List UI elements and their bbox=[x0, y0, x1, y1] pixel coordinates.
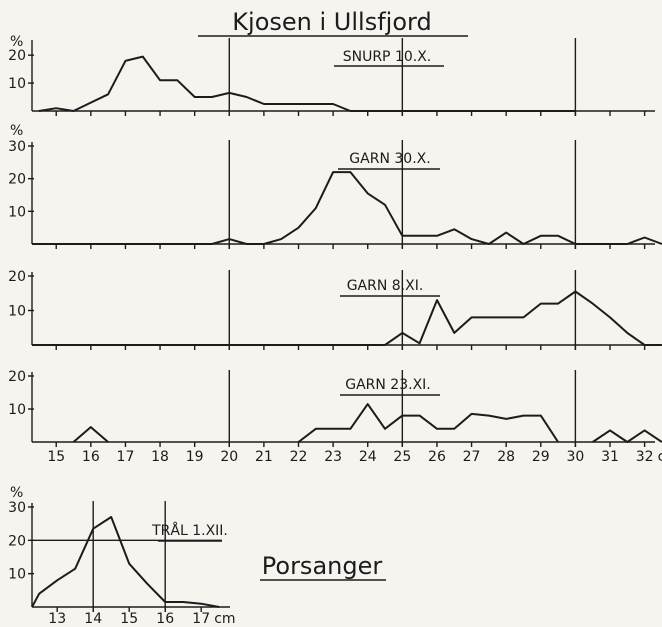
x-unit-label: cm bbox=[658, 449, 662, 465]
y-tick-label: 10 bbox=[8, 304, 26, 320]
y-tick-label: 10 bbox=[8, 402, 26, 418]
x-tick-label: 23 bbox=[324, 449, 342, 465]
y-unit-label: % bbox=[10, 34, 23, 50]
x-tick-label: 25 bbox=[393, 449, 411, 465]
x-tick-label: 15 bbox=[47, 449, 65, 465]
x-tick-label: 16 bbox=[82, 449, 100, 465]
y-tick-label: 30 bbox=[8, 139, 26, 155]
series-line-garn-23xi-1 bbox=[72, 426, 109, 443]
panel-label: SNURP 10.X. bbox=[343, 49, 432, 65]
x-tick-label: 28 bbox=[497, 449, 515, 465]
panel-label: GARN 30.X. bbox=[349, 151, 430, 167]
series-line-garn-8xi bbox=[32, 290, 662, 346]
y-tick-label: 20 bbox=[8, 533, 26, 549]
y-unit-label: % bbox=[10, 485, 23, 501]
x-tick-label: 17 bbox=[192, 611, 210, 627]
series-line-garn-23xi-2 bbox=[297, 403, 559, 443]
x-tick-label: 30 bbox=[566, 449, 584, 465]
y-tick-label: 10 bbox=[8, 76, 26, 92]
x-tick-label: 24 bbox=[359, 449, 377, 465]
x-tick-label: 14 bbox=[84, 611, 102, 627]
chart-garn-8xi: 10 20 GARN 8.XI. bbox=[8, 269, 662, 350]
x-tick-label: 16 bbox=[156, 611, 174, 627]
x-tick-label: 27 bbox=[463, 449, 481, 465]
x-tick-label: 20 bbox=[220, 449, 238, 465]
x-tick-label: 29 bbox=[532, 449, 550, 465]
series-line-garn-30x bbox=[32, 171, 662, 245]
y-tick-label: 20 bbox=[8, 369, 26, 385]
x-tick-label: 17 bbox=[117, 449, 135, 465]
chart-garn-23xi: 10 20 GARN 23.XI. 15 16 17 18 19 20 21 22 23 24 25 26 2… bbox=[8, 369, 662, 465]
x-tick-label: 18 bbox=[151, 449, 169, 465]
series-line-tral bbox=[31, 516, 220, 608]
y-tick-label: 20 bbox=[8, 48, 26, 64]
main-title: Kjosen i Ullsfjord bbox=[232, 8, 431, 36]
chart-snurp: 10 20% SNURP 10.X. bbox=[8, 34, 655, 116]
y-tick-label: 20 bbox=[8, 269, 26, 285]
panel-label: GARN 23.XI. bbox=[345, 377, 431, 393]
x-tick-label: 13 bbox=[48, 611, 66, 627]
chart-tral: 10 20 30% TRÅL 1.XII. 13 14 15 16 17 cm bbox=[8, 485, 235, 627]
y-tick-label: 30 bbox=[8, 500, 26, 516]
x-tick-label: 26 bbox=[428, 449, 446, 465]
chart-garn-30x: 10 20 30% GARN 30.X. bbox=[8, 123, 662, 249]
x-tick-label: 15 bbox=[120, 611, 138, 627]
x-tick-label: 32 bbox=[636, 449, 654, 465]
y-tick-label: 20 bbox=[8, 172, 26, 188]
y-tick-label: 10 bbox=[8, 204, 26, 220]
panel-label: GARN 8.XI. bbox=[347, 278, 424, 294]
x-unit-label: cm bbox=[214, 611, 235, 627]
y-tick-label: 10 bbox=[8, 567, 26, 583]
porsanger-heading: Porsanger bbox=[262, 552, 383, 580]
x-tick-label: 19 bbox=[186, 449, 204, 465]
series-line-garn-23xi-3 bbox=[592, 429, 662, 443]
y-unit-label: % bbox=[10, 123, 23, 139]
series-line-snurp bbox=[38, 55, 576, 112]
x-tick-label: 21 bbox=[255, 449, 273, 465]
x-tick-label: 31 bbox=[601, 449, 619, 465]
x-tick-label: 22 bbox=[290, 449, 308, 465]
panel-label: TRÅL 1.XII. bbox=[151, 522, 228, 539]
